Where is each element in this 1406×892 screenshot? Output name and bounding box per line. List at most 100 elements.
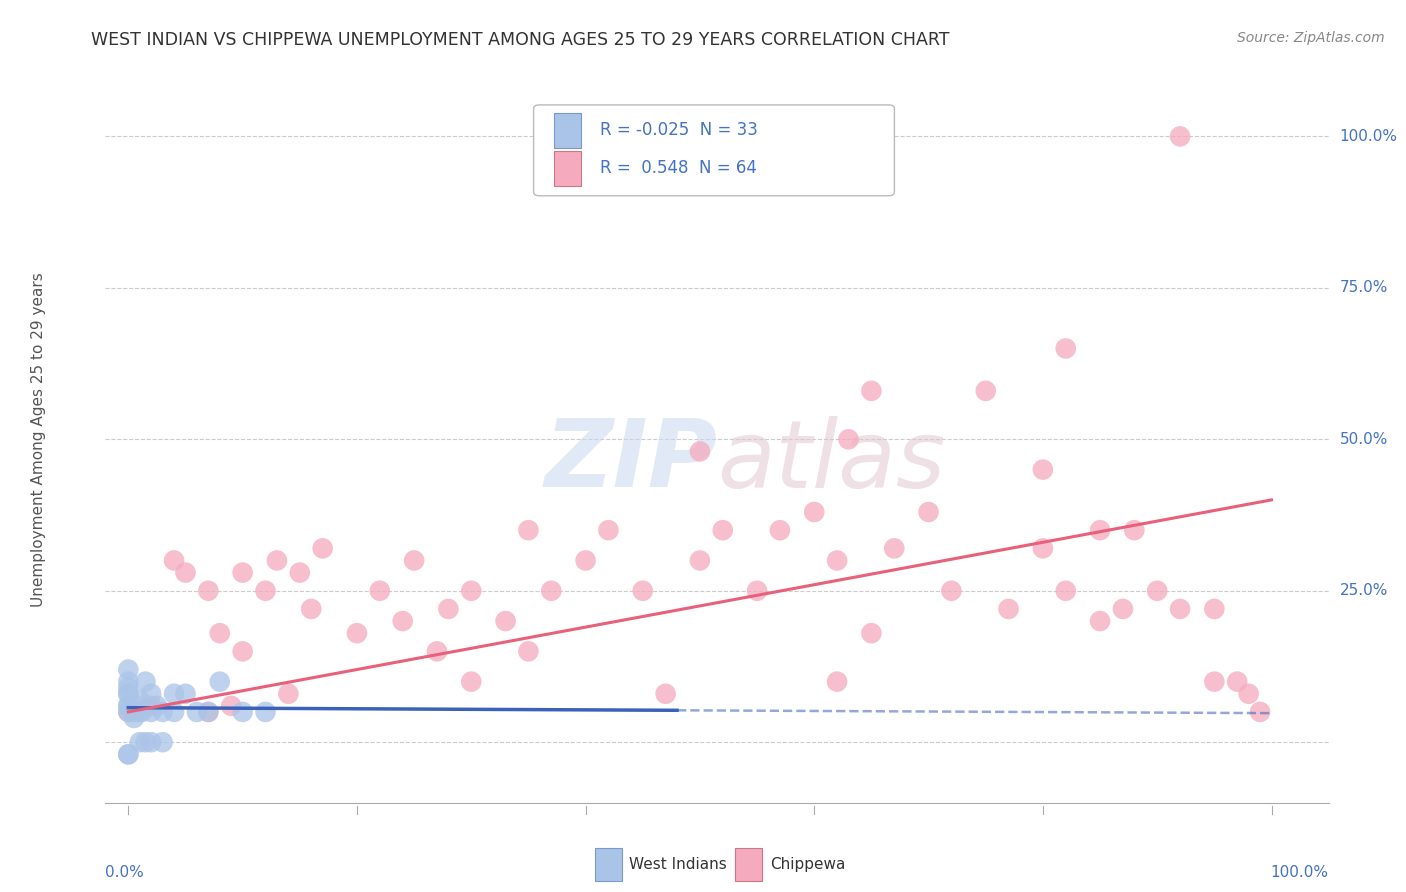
- Point: [163, 705, 186, 719]
- FancyBboxPatch shape: [533, 105, 894, 195]
- Text: R =  0.548  N = 64: R = 0.548 N = 64: [599, 159, 756, 178]
- Text: 100.0%: 100.0%: [1340, 129, 1398, 144]
- Point: [128, 693, 150, 707]
- Point: [122, 711, 145, 725]
- Point: [197, 705, 219, 719]
- Bar: [554, 113, 581, 148]
- Point: [219, 698, 242, 713]
- Point: [460, 674, 482, 689]
- Text: 0.0%: 0.0%: [105, 864, 145, 880]
- Point: [254, 583, 277, 598]
- Point: [1088, 523, 1111, 537]
- Point: [288, 566, 311, 580]
- Bar: [595, 848, 621, 881]
- Point: [141, 735, 163, 749]
- Point: [495, 614, 517, 628]
- Text: 100.0%: 100.0%: [1271, 864, 1329, 880]
- Point: [426, 644, 449, 658]
- Point: [997, 602, 1019, 616]
- Point: [208, 626, 231, 640]
- Point: [917, 505, 939, 519]
- Point: [1204, 602, 1226, 616]
- Point: [883, 541, 905, 556]
- Point: [654, 687, 676, 701]
- Point: [1032, 462, 1054, 476]
- Point: [197, 583, 219, 598]
- Text: 75.0%: 75.0%: [1340, 280, 1388, 295]
- Point: [134, 735, 156, 749]
- Point: [232, 566, 254, 580]
- Point: [517, 523, 540, 537]
- Point: [117, 663, 139, 677]
- Point: [825, 553, 848, 567]
- Point: [1088, 614, 1111, 628]
- Point: [404, 553, 426, 567]
- Point: [974, 384, 997, 398]
- Point: [1112, 602, 1135, 616]
- Point: [1168, 129, 1191, 144]
- Text: Unemployment Among Ages 25 to 29 years: Unemployment Among Ages 25 to 29 years: [31, 272, 45, 607]
- Point: [208, 674, 231, 689]
- Point: [299, 602, 322, 616]
- Point: [117, 698, 139, 713]
- Text: atlas: atlas: [717, 416, 945, 507]
- Point: [163, 687, 186, 701]
- Text: R = -0.025  N = 33: R = -0.025 N = 33: [599, 121, 758, 139]
- Point: [1123, 523, 1146, 537]
- Point: [346, 626, 368, 640]
- Point: [803, 505, 825, 519]
- Point: [689, 444, 711, 458]
- Point: [174, 687, 197, 701]
- Point: [174, 566, 197, 580]
- Point: [266, 553, 288, 567]
- Point: [391, 614, 413, 628]
- Point: [117, 705, 139, 719]
- Point: [131, 705, 153, 719]
- Point: [197, 705, 219, 719]
- Point: [368, 583, 391, 598]
- Point: [1054, 583, 1077, 598]
- Point: [517, 644, 540, 658]
- Point: [825, 674, 848, 689]
- Point: [769, 523, 792, 537]
- Text: West Indians: West Indians: [628, 857, 727, 872]
- Text: ZIP: ZIP: [544, 415, 717, 508]
- Text: Chippewa: Chippewa: [769, 857, 845, 872]
- Point: [254, 705, 277, 719]
- Point: [745, 583, 768, 598]
- Point: [117, 674, 139, 689]
- Point: [1168, 602, 1191, 616]
- Point: [1054, 342, 1077, 356]
- Point: [437, 602, 460, 616]
- Point: [146, 698, 169, 713]
- Point: [838, 433, 860, 447]
- Point: [860, 626, 883, 640]
- Point: [117, 747, 139, 762]
- Point: [941, 583, 963, 598]
- Bar: [735, 848, 762, 881]
- Point: [711, 523, 734, 537]
- Point: [117, 681, 139, 695]
- Point: [277, 687, 299, 701]
- Point: [117, 747, 139, 762]
- Text: 50.0%: 50.0%: [1340, 432, 1388, 447]
- Point: [1249, 705, 1271, 719]
- Point: [117, 698, 139, 713]
- Point: [1032, 541, 1054, 556]
- Point: [117, 687, 139, 701]
- Point: [141, 705, 163, 719]
- Point: [128, 705, 150, 719]
- Point: [152, 735, 174, 749]
- Point: [134, 674, 156, 689]
- Point: [540, 583, 562, 598]
- Point: [1226, 674, 1249, 689]
- Point: [122, 705, 145, 719]
- Bar: [554, 151, 581, 186]
- Text: WEST INDIAN VS CHIPPEWA UNEMPLOYMENT AMONG AGES 25 TO 29 YEARS CORRELATION CHART: WEST INDIAN VS CHIPPEWA UNEMPLOYMENT AMO…: [91, 31, 950, 49]
- Point: [1204, 674, 1226, 689]
- Point: [1237, 687, 1260, 701]
- Point: [860, 384, 883, 398]
- Point: [598, 523, 620, 537]
- Point: [163, 553, 186, 567]
- Text: Source: ZipAtlas.com: Source: ZipAtlas.com: [1237, 31, 1385, 45]
